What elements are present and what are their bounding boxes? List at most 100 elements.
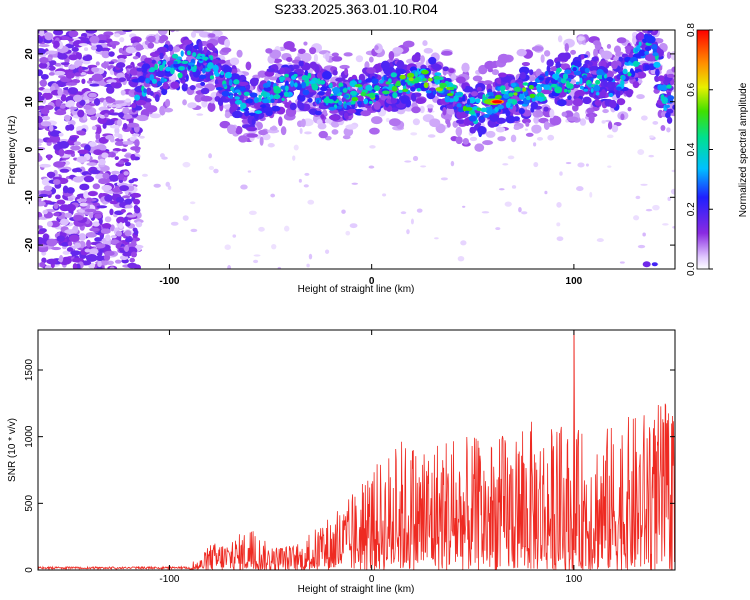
spectrogram-blob xyxy=(627,106,632,112)
spectrogram-blob xyxy=(620,113,625,121)
spectrogram-blob xyxy=(285,85,289,92)
spectrogram-blob xyxy=(343,94,350,99)
spectrogram-blob xyxy=(600,50,613,60)
spectrogram-blob xyxy=(39,79,48,87)
spectrogram-blob xyxy=(224,38,231,48)
spectrogram-blob xyxy=(244,109,250,117)
spectrogram-blob xyxy=(313,53,319,63)
spectrogram-blob xyxy=(455,76,466,84)
spectrogram-blob xyxy=(383,74,387,81)
spectrogram-blob xyxy=(433,75,441,80)
spectrogram-blob xyxy=(596,75,604,80)
spectrogram-blob xyxy=(124,230,132,237)
spectrogram-blob xyxy=(309,47,317,55)
spectrogram-blob xyxy=(110,82,117,87)
spectrogram-blob xyxy=(420,55,425,64)
spectrogram-blob xyxy=(94,237,102,242)
spectrogram-blob xyxy=(83,175,94,183)
spectrogram-blob xyxy=(132,55,139,60)
spectrogram-blob xyxy=(411,106,421,114)
spectrogram-blob xyxy=(77,109,85,118)
spectrogram-blob xyxy=(476,107,482,112)
spectrogram-blob xyxy=(595,92,600,96)
spectrogram-blob xyxy=(543,84,551,91)
spectrogram-blob xyxy=(307,97,313,103)
spectrogram-blob xyxy=(207,33,216,38)
spectrogram-blob xyxy=(510,82,517,88)
spectrogram-blob xyxy=(427,77,433,82)
spectrogram-blob xyxy=(328,106,336,111)
spectrogram-blob xyxy=(345,230,351,236)
spectrogram-blob xyxy=(467,98,471,106)
spectrogram-blob xyxy=(263,92,267,98)
spectrogram-blob xyxy=(421,69,429,75)
spectrogram-blob xyxy=(559,171,563,176)
spectrogram-blob xyxy=(645,208,653,212)
spectrogram-blob xyxy=(259,136,264,146)
spectrogram-blob xyxy=(388,51,395,61)
spectrogram-blob xyxy=(330,120,340,128)
spectrogram-blob xyxy=(593,84,601,92)
spectrogram-blob xyxy=(290,80,295,88)
spectrogram-blob xyxy=(550,83,558,88)
colorbar-label: Normalized spectral amplitude xyxy=(738,82,749,217)
spectrogram-blob xyxy=(666,116,673,124)
spectrogram-blob xyxy=(589,191,593,198)
spectrogram-blob xyxy=(120,208,126,213)
spectrogram-blob xyxy=(85,253,98,262)
spectrogram-blob xyxy=(123,216,128,224)
spectrogram-blob xyxy=(124,162,132,167)
spectrogram-blob xyxy=(121,148,128,152)
spectrogram-blob xyxy=(322,109,328,116)
spectrogram-blob xyxy=(497,136,506,142)
spectrogram-blob xyxy=(269,126,278,131)
spectrogram-blob xyxy=(137,69,142,78)
spectrogram-blob xyxy=(253,259,259,264)
spectrogram-blob xyxy=(666,51,672,59)
spectrogram-blob xyxy=(136,67,143,72)
spectrogram-blob xyxy=(179,66,184,71)
spectrogram-blob xyxy=(307,199,315,205)
spectrogram-blob xyxy=(633,215,640,221)
spectrogram-blob xyxy=(201,54,206,58)
spectrogram-blob xyxy=(382,193,387,197)
spectrogram-blob xyxy=(358,79,362,84)
spectrogram-blob xyxy=(41,257,47,264)
spectrogram-blob xyxy=(355,55,364,63)
spectrogram-blob xyxy=(144,57,152,63)
spectrogram-blob xyxy=(206,42,214,49)
spectrogram-blob xyxy=(190,228,198,233)
spectrogram-blob xyxy=(304,70,309,77)
spectrogram-blob xyxy=(119,185,130,192)
spectrogram-blob xyxy=(76,156,88,163)
spectrogram-blob xyxy=(90,169,101,174)
spectrogram-blob xyxy=(563,88,568,93)
spectrogram-blob xyxy=(390,107,399,112)
spectrogram-blob xyxy=(246,133,259,138)
spectrogram-blob xyxy=(247,170,252,173)
spectrogram-blob xyxy=(433,78,438,83)
spectrogram-blob xyxy=(118,222,124,229)
spectrogram-blob xyxy=(38,153,41,162)
spectrogram-blob xyxy=(207,62,214,69)
spectrogram-blob xyxy=(55,194,61,200)
spectrogram-blob xyxy=(58,148,65,157)
spectrogram-blob xyxy=(320,114,325,120)
spectrogram-blob xyxy=(398,89,403,93)
spectrogram-blob xyxy=(498,188,505,191)
spectrogram-blob xyxy=(182,215,189,221)
spectrogram-blob xyxy=(415,92,422,97)
spectrogram-blob xyxy=(391,85,398,92)
spectrogram-blob xyxy=(224,244,231,251)
spectrogram-blob xyxy=(293,73,298,78)
spectrogram-blob xyxy=(182,161,191,168)
spectrogram-blob xyxy=(594,99,602,106)
spectrogram-blob xyxy=(91,73,104,82)
spectrogram-blob xyxy=(156,81,163,87)
spectrogram-blob xyxy=(116,216,126,224)
spectrogram-blob xyxy=(423,82,429,89)
spectrogram-blob xyxy=(127,122,140,128)
spectrogram-blob xyxy=(494,94,502,100)
spectrogram-blob xyxy=(637,149,645,156)
spectrogram-blob xyxy=(297,99,302,109)
